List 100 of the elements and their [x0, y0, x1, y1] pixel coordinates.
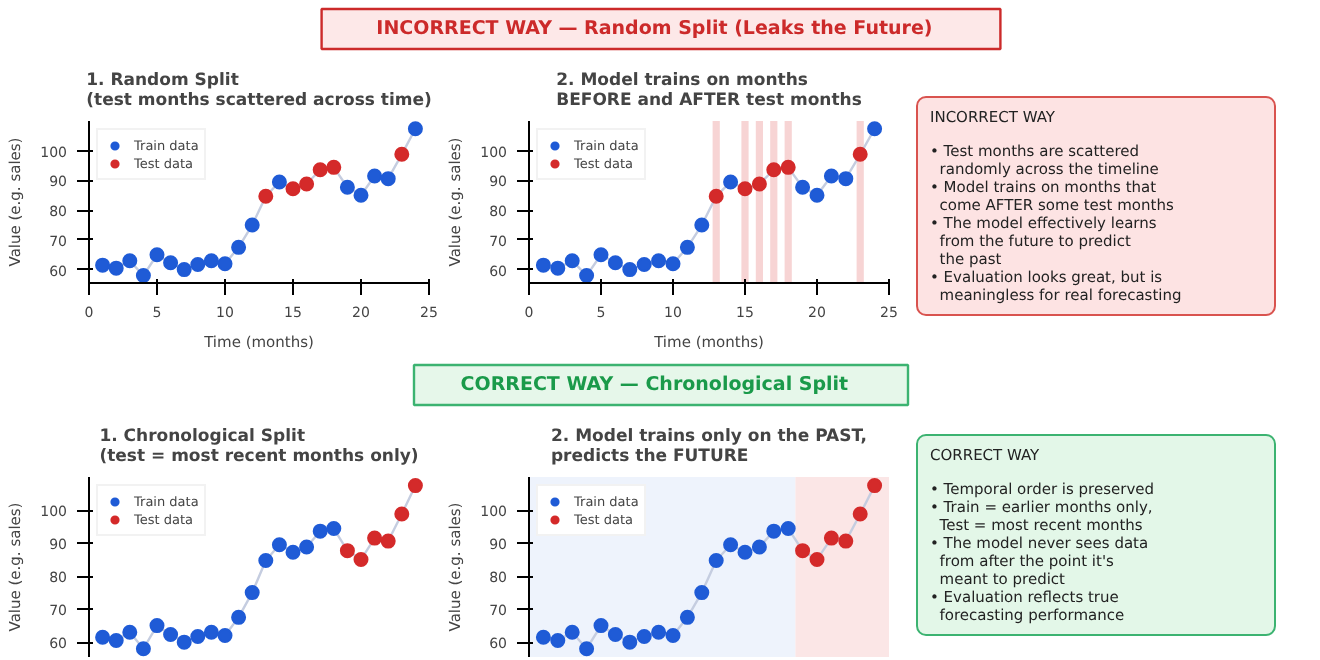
point [217, 256, 233, 272]
point [407, 121, 423, 137]
chart-title: 1. Chronological Split (test = most recent months only) [99, 427, 419, 467]
point [231, 239, 247, 255]
point [622, 262, 638, 278]
point [271, 174, 287, 190]
point [579, 641, 595, 657]
point [795, 179, 811, 195]
point [751, 539, 767, 555]
point [679, 239, 695, 255]
point [694, 217, 710, 233]
point [380, 171, 396, 187]
chart-title: 2. Model trains only on the PAST, predicts the FUTURE [550, 427, 868, 467]
point [285, 181, 301, 197]
point [299, 176, 315, 192]
point [780, 521, 796, 537]
point [271, 537, 287, 553]
point [367, 530, 383, 546]
point [780, 159, 796, 175]
point [122, 253, 138, 269]
point [203, 624, 219, 640]
point [394, 506, 410, 522]
point [867, 478, 883, 494]
point [176, 262, 192, 278]
point [607, 627, 623, 643]
point [258, 188, 274, 204]
point [190, 629, 206, 645]
chart-title: 2. Model trains on months BEFORE and AFTER test months [556, 71, 862, 111]
point [149, 247, 165, 263]
point [867, 121, 883, 137]
point [231, 609, 247, 625]
point [299, 539, 315, 555]
point [163, 627, 179, 643]
point [823, 168, 839, 184]
point [723, 174, 739, 190]
point [217, 628, 233, 644]
point [694, 585, 710, 601]
point [665, 256, 681, 272]
point [190, 257, 206, 273]
point [838, 171, 854, 187]
point [339, 179, 355, 195]
point [326, 159, 342, 175]
point [708, 188, 724, 204]
point [203, 253, 219, 269]
point [564, 253, 580, 269]
point [176, 634, 192, 650]
point [838, 533, 854, 549]
point [737, 544, 753, 560]
point [353, 552, 369, 568]
point [407, 478, 423, 494]
point [708, 553, 724, 569]
point [766, 162, 782, 178]
point [163, 255, 179, 271]
point [737, 181, 753, 197]
point [353, 187, 369, 203]
point [665, 628, 681, 644]
point [651, 253, 667, 269]
point [550, 633, 566, 648]
point [593, 618, 609, 634]
point [244, 585, 260, 601]
point [312, 523, 328, 539]
point [394, 146, 410, 162]
point [622, 634, 638, 650]
point [95, 257, 111, 273]
point [852, 506, 868, 522]
point [258, 553, 274, 569]
point [723, 537, 739, 553]
point [367, 168, 383, 184]
point [326, 521, 342, 537]
point [636, 629, 652, 645]
point [339, 543, 355, 559]
chart-title: 1. Random Split (test months scattered across time) [86, 71, 432, 111]
point [285, 544, 301, 560]
point [593, 247, 609, 263]
point [135, 641, 151, 657]
point [766, 523, 782, 539]
point [550, 260, 566, 276]
point [108, 633, 124, 648]
point [579, 268, 595, 283]
point [751, 176, 767, 192]
point [564, 624, 580, 640]
point [607, 255, 623, 271]
point [312, 162, 328, 178]
point [679, 609, 695, 625]
point [95, 629, 111, 645]
point [535, 629, 551, 645]
text: INCORRECT WAY — Random Split (Leaks the Future) [376, 18, 933, 40]
point [852, 146, 868, 162]
point [795, 543, 811, 559]
point [535, 257, 551, 273]
point [823, 530, 839, 546]
point [636, 257, 652, 273]
point [108, 260, 124, 276]
point [135, 268, 151, 283]
point [380, 533, 396, 549]
point [651, 624, 667, 640]
text: CORRECT WAY — Chronological Split [460, 374, 850, 396]
point [149, 618, 165, 634]
point [809, 187, 825, 203]
point [809, 552, 825, 568]
